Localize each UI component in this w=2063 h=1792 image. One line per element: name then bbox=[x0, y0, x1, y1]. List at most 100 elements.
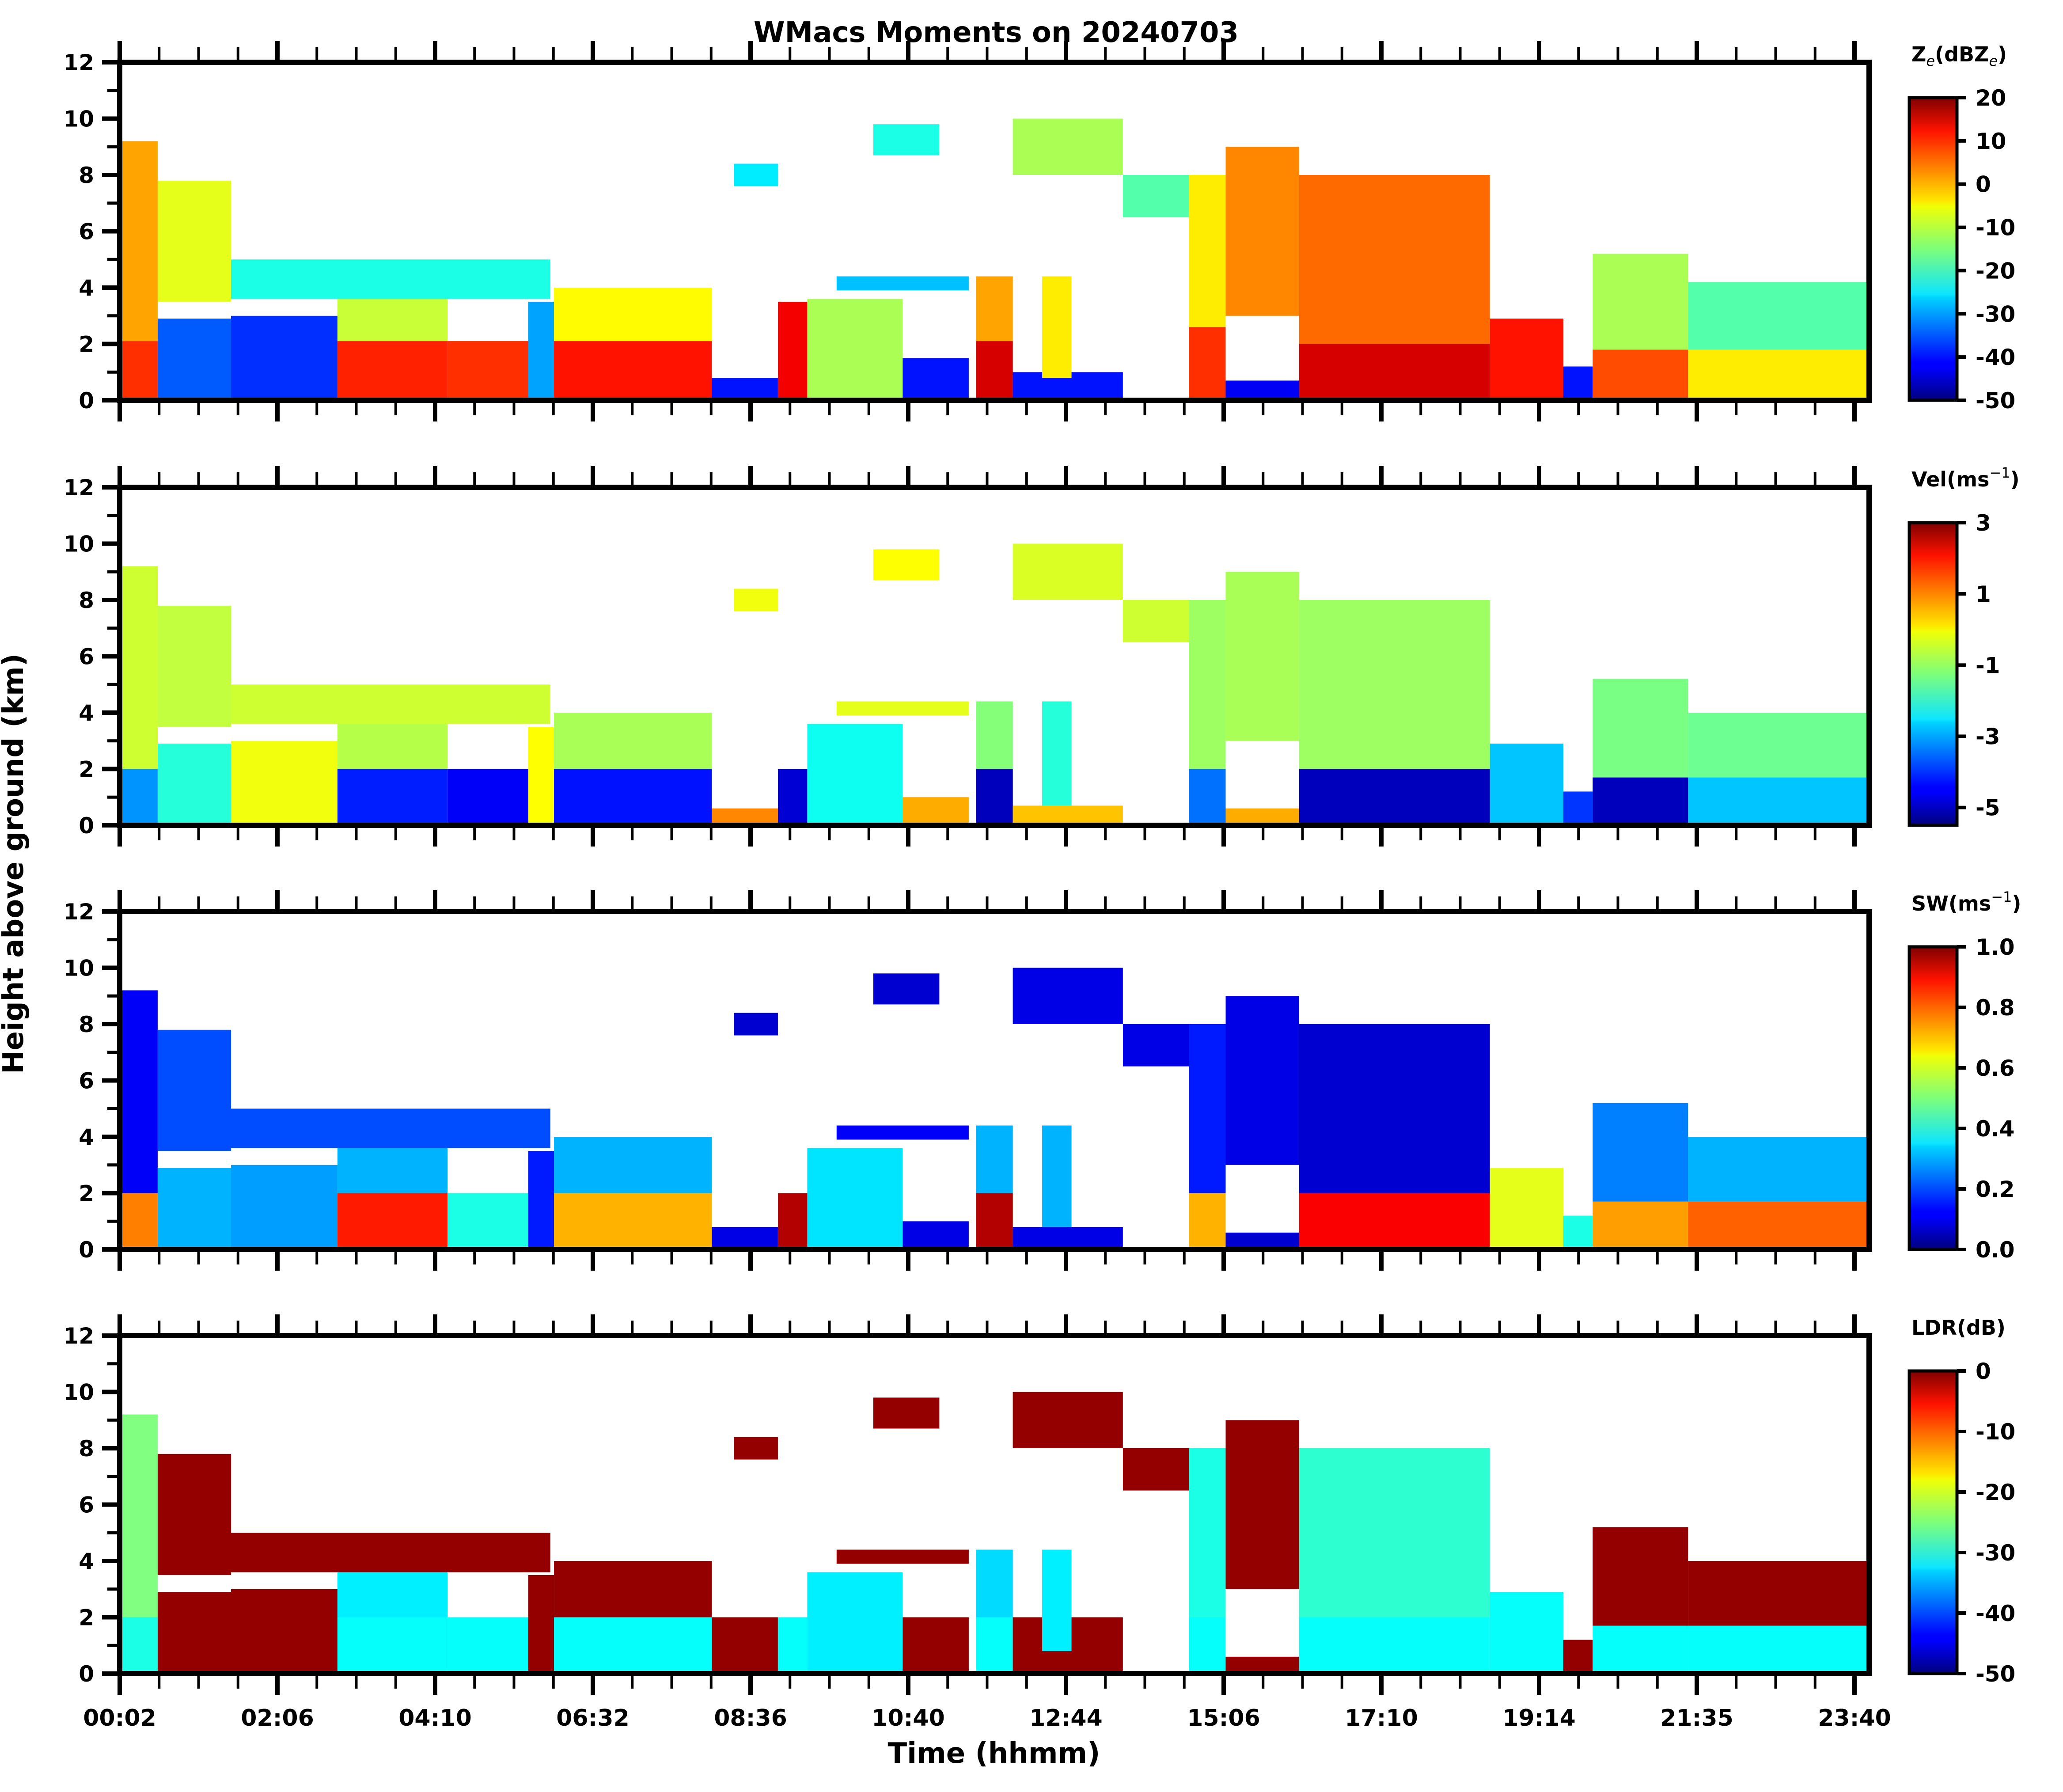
field-cell bbox=[873, 124, 940, 156]
field-cell bbox=[903, 1617, 969, 1674]
field-cell bbox=[1688, 1201, 1869, 1249]
field-cell bbox=[1299, 1024, 1490, 1193]
field-cell bbox=[807, 1572, 903, 1674]
field-cell bbox=[1013, 968, 1123, 1024]
field-cell bbox=[120, 141, 158, 342]
colorbar-tick-label: 0.2 bbox=[1976, 1177, 2015, 1202]
field-cell bbox=[873, 549, 940, 581]
field-cell bbox=[1490, 319, 1563, 400]
colorbar-tick-label: -30 bbox=[1976, 301, 2015, 327]
colorbar-tick-label: 0.8 bbox=[1976, 995, 2015, 1021]
field-cell bbox=[976, 1193, 1013, 1249]
field-cell bbox=[777, 1193, 808, 1249]
y-tick-label: 4 bbox=[79, 275, 94, 301]
field-cell bbox=[1688, 1137, 1869, 1202]
panel-reflectivity: 0 2 4 6 8 10 12 20 10 0 -10 -20 -30 -40 -50 Ze(dBZe) bbox=[63, 41, 2015, 421]
x-tick-label: 12:44 bbox=[1029, 1705, 1103, 1731]
panel-spectrum-width: 0 2 4 6 8 10 12 1.0 0.8 0.6 0.4 0.2 0.0 SW(ms−1) bbox=[63, 888, 2021, 1271]
x-tick-label: 21:35 bbox=[1660, 1705, 1733, 1731]
colorbar-title: LDR(dB) bbox=[1911, 1316, 2006, 1340]
field-cell bbox=[554, 341, 712, 400]
colorbar-tick-label: -3 bbox=[1976, 724, 2000, 750]
field-cell bbox=[807, 724, 903, 825]
y-tick-label: 12 bbox=[63, 899, 94, 925]
field-cell bbox=[337, 341, 448, 400]
field-cell bbox=[1299, 1448, 1490, 1617]
field-cell bbox=[976, 701, 1013, 769]
field-cell bbox=[1299, 1617, 1490, 1674]
field-cell bbox=[734, 588, 778, 611]
field-cell bbox=[231, 259, 550, 299]
y-tick-label: 8 bbox=[79, 1012, 94, 1037]
colorbar-tick-label: 0 bbox=[1976, 1359, 1991, 1384]
field-cell bbox=[1593, 1625, 1688, 1674]
field-cell bbox=[836, 1125, 969, 1140]
y-tick-label: 12 bbox=[63, 1323, 94, 1349]
colorbar-tick-label: 0 bbox=[1976, 172, 1991, 197]
panel-velocity: 0 2 4 6 8 10 12 3 1 -1 -3 -5 Vel(ms−1) bbox=[63, 464, 2020, 847]
y-tick-label: 0 bbox=[79, 1661, 94, 1687]
field-cell bbox=[1593, 1201, 1688, 1249]
field-cell bbox=[836, 276, 969, 291]
field-cell bbox=[1688, 713, 1869, 778]
field-cell bbox=[120, 1193, 158, 1249]
field-cell bbox=[528, 1150, 554, 1249]
colorbar-tick-label: -1 bbox=[1976, 653, 2000, 678]
field-cell bbox=[712, 378, 778, 400]
field-cell bbox=[554, 769, 712, 825]
field-cell bbox=[903, 797, 969, 825]
field-cell bbox=[1042, 701, 1072, 806]
field-cell bbox=[337, 1617, 448, 1674]
y-axis-label: Height above ground (km) bbox=[0, 653, 30, 1074]
field-cell bbox=[337, 299, 448, 342]
colorbar-tick-label: -20 bbox=[1976, 1480, 2015, 1505]
field-cell bbox=[976, 769, 1013, 825]
field-cell bbox=[447, 1617, 528, 1674]
field-cell bbox=[873, 1397, 940, 1429]
field-cell bbox=[1563, 1215, 1593, 1249]
field-cell bbox=[157, 180, 231, 302]
colorbar-spectrum-width: 1.0 0.8 0.6 0.4 0.2 0.0 SW(ms−1) bbox=[1908, 888, 2021, 1263]
y-tick-label: 10 bbox=[63, 956, 94, 981]
field-cell bbox=[1013, 1392, 1123, 1448]
y-tick-label: 8 bbox=[79, 163, 94, 188]
field-cell bbox=[120, 769, 158, 825]
field-cell bbox=[554, 713, 712, 769]
field-cell bbox=[1042, 1549, 1072, 1651]
colorbar-gradient bbox=[1908, 521, 1959, 827]
colorbar-tick-label: -50 bbox=[1976, 1661, 2015, 1687]
y-tick-label: 0 bbox=[79, 1237, 94, 1263]
colorbar-tick-label: 3 bbox=[1976, 510, 1991, 536]
field-cell bbox=[447, 1193, 528, 1249]
field-cell bbox=[1593, 777, 1688, 825]
colorbar-tick-label: -40 bbox=[1976, 1601, 2015, 1626]
field-cell bbox=[976, 1549, 1013, 1617]
field-cell bbox=[447, 769, 528, 825]
field-cell bbox=[1299, 344, 1490, 400]
colorbar-tick-label: 20 bbox=[1976, 85, 2006, 111]
field-cell bbox=[734, 1013, 778, 1036]
field-cell bbox=[1225, 1232, 1299, 1249]
x-axis-label: Time (hhmm) bbox=[888, 1737, 1100, 1770]
field-cell bbox=[231, 1533, 550, 1572]
field-cell bbox=[1688, 349, 1869, 400]
field-cell bbox=[157, 605, 231, 727]
y-tick-label: 10 bbox=[63, 106, 94, 132]
field-image bbox=[120, 1392, 1869, 1674]
y-tick-label: 6 bbox=[79, 1068, 94, 1094]
field-cell bbox=[777, 301, 808, 400]
x-tick-label: 17:10 bbox=[1345, 1705, 1418, 1731]
x-tick-label: 00:02 bbox=[83, 1705, 156, 1731]
colorbar-tick-label: -20 bbox=[1976, 258, 2015, 284]
y-tick-label: 12 bbox=[63, 475, 94, 501]
field-cell bbox=[1189, 1193, 1226, 1249]
y-tick-label: 0 bbox=[79, 813, 94, 839]
field-cell bbox=[231, 1109, 550, 1148]
field-cell bbox=[1490, 1592, 1563, 1674]
field-cell bbox=[337, 769, 448, 825]
colorbar-title: Vel(ms−1) bbox=[1911, 464, 2020, 491]
colorbar-tick-label: -40 bbox=[1976, 345, 2015, 370]
field-cell bbox=[1189, 175, 1226, 327]
field-cell bbox=[120, 1617, 158, 1674]
